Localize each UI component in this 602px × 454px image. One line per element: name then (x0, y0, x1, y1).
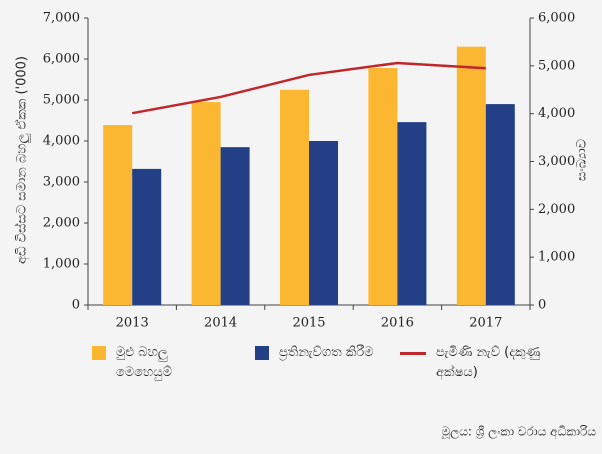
y2-tick-label: 1,000 (538, 250, 575, 265)
source: මූලය: ශ්‍රී ලංකා වරාය අධිකාරිය (441, 425, 596, 440)
y-tick-label: 6,000 (43, 52, 80, 67)
y-tick-label: 3,000 (43, 175, 80, 190)
y2-tick-label: 2,000 (538, 202, 575, 217)
x-tick-label: 2013 (116, 316, 149, 331)
line-series (131, 61, 486, 115)
x-tick-label: 2017 (469, 316, 502, 331)
y-tick-label: 1,000 (43, 257, 80, 272)
y2-tick-label: 0 (538, 298, 546, 313)
bar (280, 89, 309, 305)
bar (132, 168, 162, 305)
y-tick-label: 0 (72, 298, 80, 313)
x-tick-label: 2016 (381, 316, 414, 331)
y2-tick-label: 6,000 (538, 11, 575, 26)
bar (456, 46, 486, 305)
legend-label: පැමිණි නැව් (දකුණු අක්ෂය) (436, 345, 541, 380)
bar (220, 147, 250, 305)
legend-swatch (255, 346, 269, 360)
bar (309, 141, 338, 305)
y2-axis-label: සංඛ්‍යාව (575, 139, 590, 181)
y-tick-label: 7,000 (43, 11, 80, 26)
legend-swatch (400, 352, 426, 355)
bar (191, 102, 221, 305)
legend-label: ප්‍රතිනැව්ගත කිරීම (279, 345, 374, 360)
y-tick-label: 5,000 (43, 93, 80, 108)
y2-tick-label: 4,000 (538, 106, 575, 121)
y2-tick-label: 3,000 (538, 154, 575, 169)
y-tick-label: 4,000 (43, 134, 80, 149)
y-tick-label: 2,000 (43, 216, 80, 231)
y2-tick-label: 5,000 (538, 58, 575, 73)
x-tick-label: 2014 (204, 316, 237, 331)
bar (485, 104, 515, 305)
x-tick-label: 2015 (292, 316, 325, 331)
bar (368, 68, 398, 306)
bar (397, 122, 427, 305)
bar (103, 125, 133, 305)
legend-label: මුළු බහලු මෙහෙයුම් (116, 345, 172, 380)
legend-swatch (92, 346, 106, 360)
y-axis-label: අඩි විස්සට සමාන බහලු ඒකක ('000) (13, 56, 30, 264)
